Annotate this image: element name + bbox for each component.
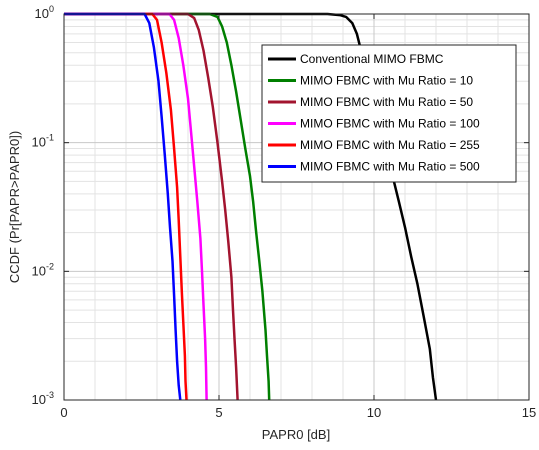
x-tick-label: 5 [215,405,222,420]
plot-frame [63,13,530,401]
y-tick-label: 10-2 [32,261,54,278]
series-line-5 [64,12,188,401]
legend-label-6: MIMO FBMC with Mu Ratio = 500 [300,160,480,174]
series-line-6 [64,12,182,401]
legend-label-3: MIMO FBMC with Mu Ratio = 50 [300,95,473,109]
y-tick-label: 100 [35,4,54,21]
series-line-4 [64,12,208,401]
x-axis-label: PAPR0 [dB] [262,427,330,442]
y-tick-label: 10-1 [32,133,54,150]
legend-box [261,44,517,183]
tick-labels: 0 5 10 15 10-3 10-2 10-1 100 [32,4,537,420]
axis-ticks [63,13,530,401]
legend-label-2: MIMO FBMC with Mu Ratio = 10 [300,74,473,88]
x-tick-label: 0 [60,405,67,420]
series-line-3 [64,12,239,401]
legend-label-1: Conventional MIMO FBMC [300,52,444,66]
legend-label-5: MIMO FBMC with Mu Ratio = 255 [300,138,480,152]
x-tick-label: 10 [367,405,381,420]
series-line-2 [64,12,271,401]
legend: Conventional MIMO FBMC MIMO FBMC with Mu … [261,44,517,183]
x-tick-label: 15 [522,405,536,420]
y-axis-label: CCDF (Pr[PAPR>PAPR0]) [7,131,22,283]
legend-label-4: MIMO FBMC with Mu Ratio = 100 [300,117,480,131]
y-tick-label: 10-3 [32,390,54,407]
